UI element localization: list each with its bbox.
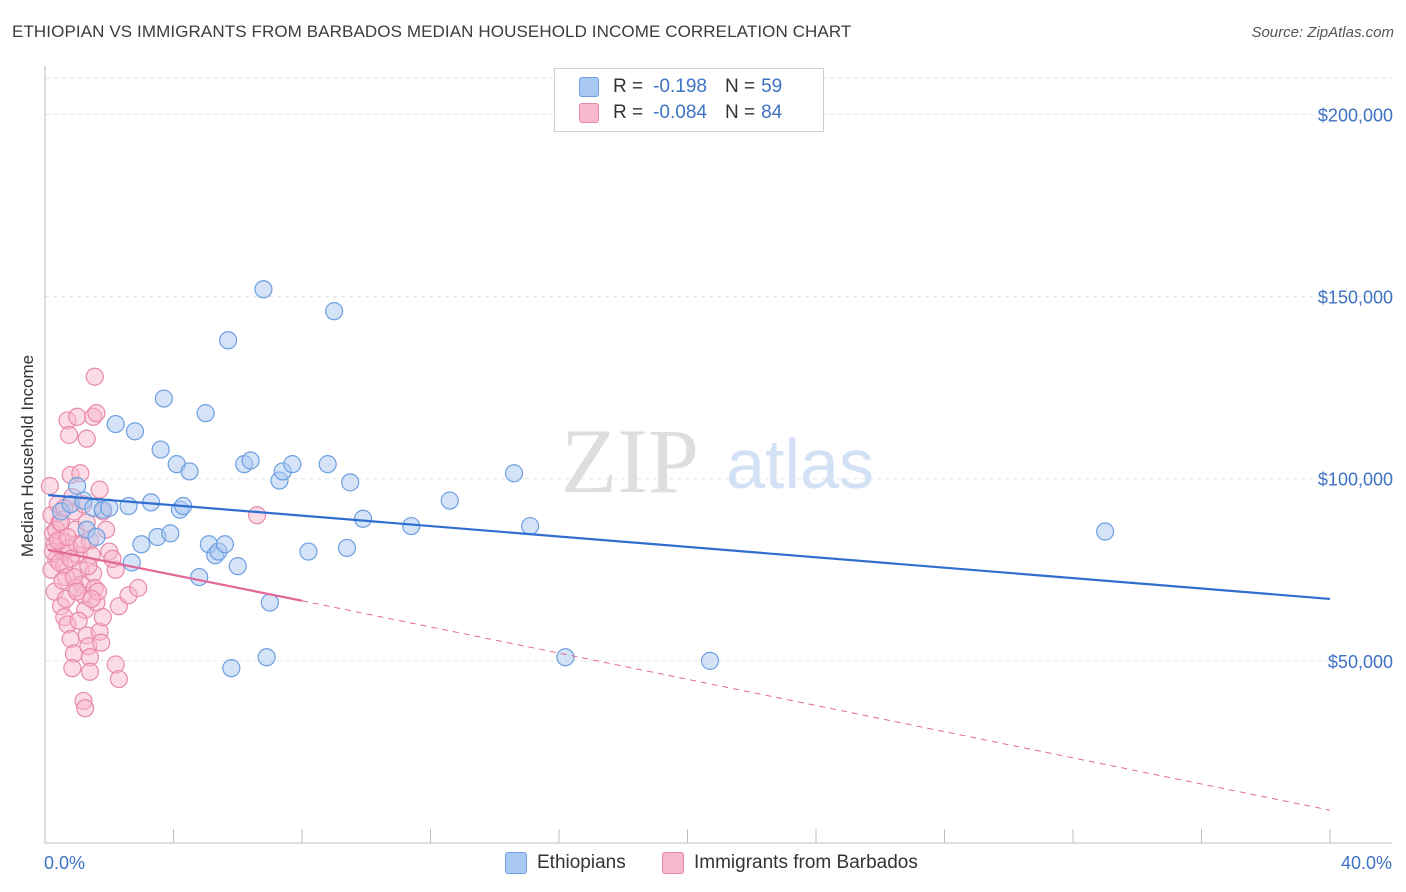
data-point bbox=[100, 498, 119, 517]
data-point bbox=[132, 535, 151, 554]
data-point bbox=[79, 557, 98, 576]
data-point bbox=[59, 425, 79, 445]
grid-lines bbox=[45, 77, 1392, 662]
axes bbox=[44, 66, 1392, 844]
data-point bbox=[247, 506, 267, 525]
data-point bbox=[68, 582, 87, 601]
watermark: ZIP atlas bbox=[561, 410, 874, 512]
data-point bbox=[222, 659, 241, 678]
data-point bbox=[85, 367, 104, 386]
data-point bbox=[254, 280, 273, 299]
data-point bbox=[87, 404, 106, 423]
legend-n-label: N = bbox=[724, 76, 756, 97]
data-point bbox=[161, 524, 180, 543]
legend-swatch-barbados bbox=[579, 103, 599, 123]
data-point bbox=[68, 407, 87, 426]
bottom-legend-barbados: Immigrants from Barbados bbox=[662, 852, 918, 874]
data-point bbox=[40, 476, 59, 496]
data-point bbox=[80, 662, 100, 681]
y-axis-title: Median Household Income bbox=[18, 355, 37, 557]
y-tick-label: $200,000 bbox=[1318, 105, 1393, 125]
x-tick-label-min: 0.0% bbox=[44, 853, 85, 873]
data-point bbox=[353, 509, 373, 528]
correlation-legend: R = -0.198 N = 59 R = -0.084 N = 84 bbox=[554, 68, 824, 132]
legend-n-value: 84 bbox=[761, 102, 783, 123]
watermark-atlas: atlas bbox=[726, 425, 874, 503]
data-point bbox=[58, 527, 77, 547]
data-point bbox=[504, 464, 524, 483]
data-point bbox=[325, 302, 344, 321]
data-point bbox=[87, 527, 106, 547]
data-point bbox=[228, 557, 247, 576]
legend-r-label: R = bbox=[613, 102, 644, 123]
data-point bbox=[215, 535, 234, 554]
data-point bbox=[283, 455, 302, 474]
y-tick-label: $50,000 bbox=[1328, 652, 1393, 672]
data-point bbox=[196, 404, 215, 423]
legend-r-label: R = bbox=[613, 76, 644, 97]
legend-r-value: -0.084 bbox=[653, 102, 707, 123]
data-point bbox=[63, 659, 82, 678]
legend-row-ethiopians: R = -0.198 N = 59 bbox=[579, 75, 782, 99]
bottom-legend-label-ethiopians: Ethiopians bbox=[537, 852, 626, 873]
data-point bbox=[125, 422, 145, 441]
legend-n-label: N = bbox=[724, 102, 756, 123]
data-point bbox=[82, 589, 101, 609]
data-point bbox=[154, 389, 173, 408]
bottom-legend-label-barbados: Immigrants from Barbados bbox=[694, 852, 918, 873]
data-point bbox=[260, 593, 279, 612]
bottom-legend-swatch-ethiopians bbox=[505, 852, 527, 874]
trend-lines bbox=[47, 494, 1331, 811]
bottom-legend-swatch-barbados bbox=[662, 852, 684, 874]
data-point bbox=[190, 567, 209, 587]
y-tick-label: $100,000 bbox=[1318, 470, 1393, 490]
y-tick-label: $150,000 bbox=[1318, 288, 1393, 308]
data-point bbox=[556, 648, 575, 667]
data-point bbox=[69, 611, 88, 630]
bottom-legend-ethiopians: Ethiopians bbox=[505, 852, 626, 874]
trend-line-barbados bbox=[47, 548, 303, 602]
data-point bbox=[299, 542, 318, 561]
legend-swatch-ethiopians bbox=[579, 77, 599, 97]
data-point bbox=[241, 451, 260, 470]
data-point bbox=[92, 633, 111, 652]
data-point bbox=[151, 440, 170, 459]
data-point bbox=[219, 331, 238, 350]
trend-line-barbados-extension bbox=[301, 600, 1331, 811]
data-point bbox=[180, 462, 199, 481]
data-point bbox=[106, 414, 125, 434]
legend-row-barbados: R = -0.084 N = 84 bbox=[579, 101, 782, 125]
y-tick-labels: $50,000 $100,000 $150,000 $200,000 bbox=[1318, 105, 1393, 671]
data-point bbox=[257, 648, 276, 667]
data-point bbox=[77, 429, 96, 448]
data-point bbox=[93, 608, 112, 627]
data-point bbox=[520, 516, 540, 536]
data-point bbox=[1096, 522, 1115, 541]
data-point bbox=[90, 480, 109, 499]
data-point bbox=[337, 538, 357, 558]
data-point bbox=[440, 491, 459, 510]
trend-line-ethiopians bbox=[48, 494, 1331, 601]
data-point bbox=[318, 455, 337, 474]
watermark-zip: ZIP bbox=[561, 410, 699, 512]
data-point bbox=[700, 651, 720, 670]
x-tick-label-max: 40.0% bbox=[1341, 853, 1392, 873]
data-point bbox=[129, 578, 148, 598]
data-point bbox=[341, 473, 360, 492]
legend-r-value: -0.198 bbox=[653, 76, 707, 97]
chart-title: ETHIOPIAN VS IMMIGRANTS FROM BARBADOS ME… bbox=[12, 22, 852, 41]
source-label: Source: ZipAtlas.com bbox=[1251, 24, 1394, 41]
data-point bbox=[109, 669, 128, 689]
legend-n-value: 59 bbox=[761, 76, 783, 97]
data-point bbox=[76, 699, 95, 718]
